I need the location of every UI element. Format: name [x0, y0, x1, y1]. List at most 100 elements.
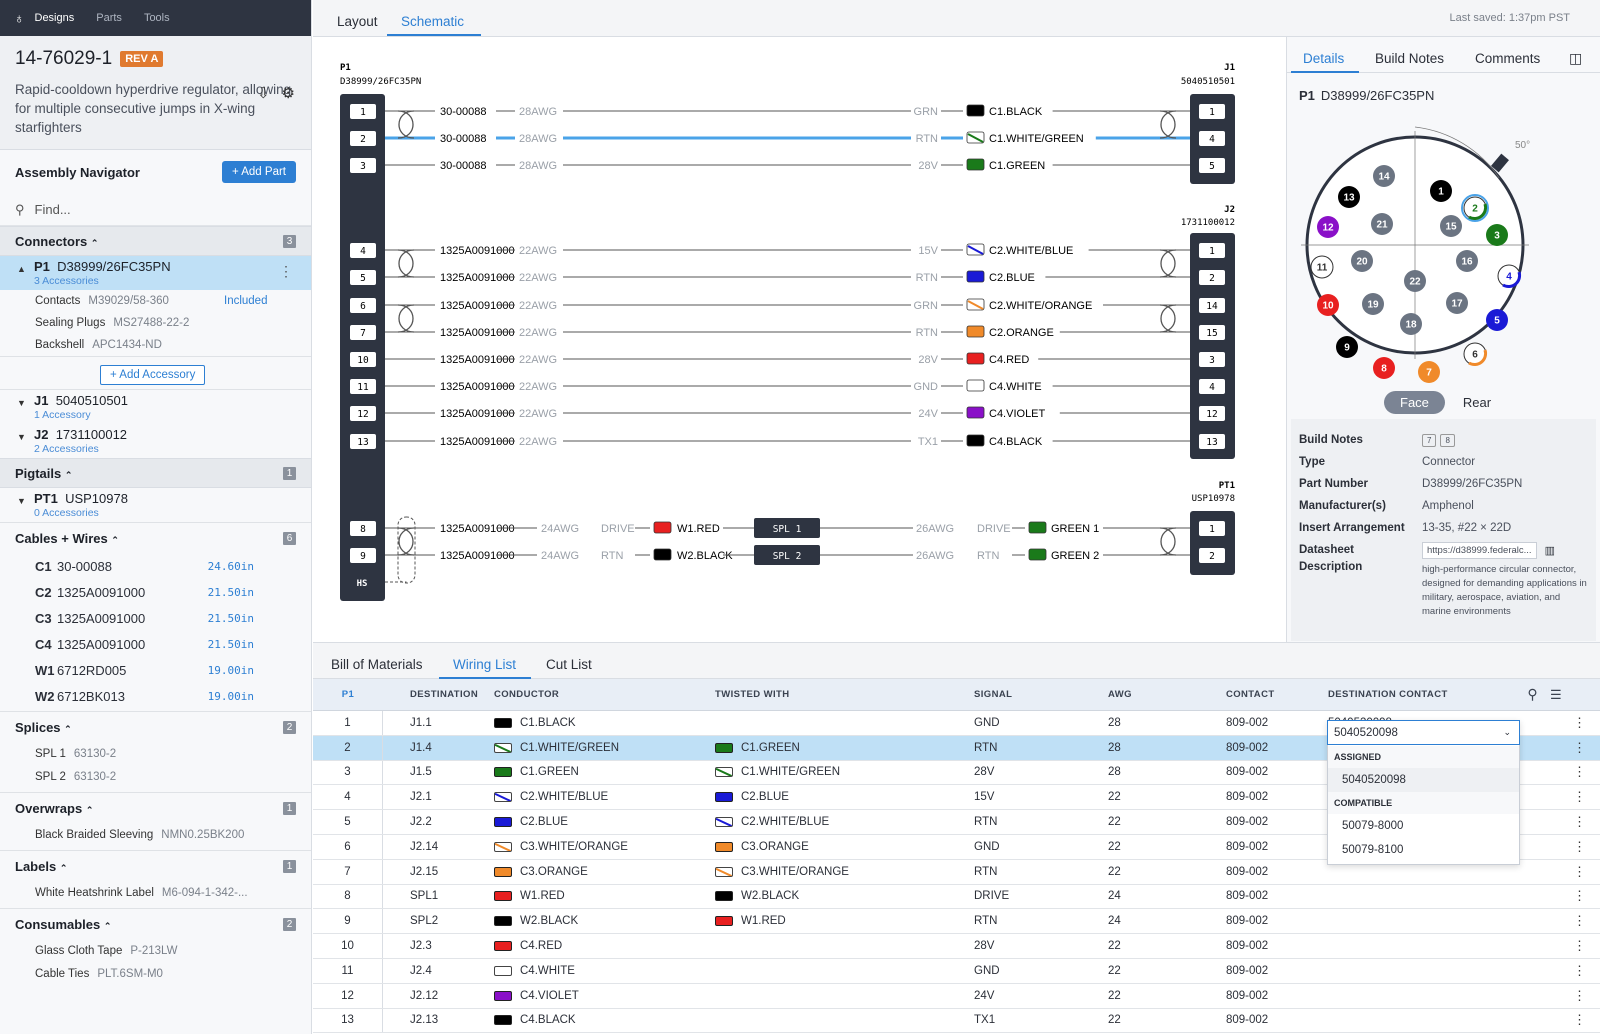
table-row[interactable]: 12 J2.12 C4.VIOLET 24V 22 809-002 ⋮: [313, 983, 1600, 1009]
add-part-button[interactable]: + Add Part: [221, 161, 296, 183]
table-row[interactable]: 8 SPL1 W1.RED W2.BLACK DRIVE 24 809-002 ⋮: [313, 884, 1600, 910]
dropdown-option[interactable]: 50079-8000: [1342, 820, 1404, 832]
revision-badge[interactable]: REV A: [120, 51, 164, 67]
splice-item[interactable]: SPL 1 63130-2: [35, 747, 117, 760]
row-more-icon[interactable]: ⋮: [1573, 789, 1586, 805]
row-more-icon[interactable]: ⋮: [1573, 888, 1586, 904]
tab-bill-of-materials[interactable]: Bill of Materials: [331, 657, 423, 672]
find-input[interactable]: Find...: [34, 202, 71, 217]
twist-mark: [1160, 249, 1177, 278]
row-more-icon[interactable]: ⋮: [1573, 863, 1586, 879]
download-icon[interactable]: ⇩: [256, 85, 270, 102]
table-row[interactable]: 5 J2.2 C2.BLUE C2.WHITE/BLUE RTN 22 809-002 ⋮: [313, 810, 1600, 835]
cable-item[interactable]: C1 30-00088 24.60in: [35, 558, 254, 574]
consumables-section-header[interactable]: Consumables ⌃ 2: [0, 909, 311, 939]
accessory-row[interactable]: Contacts M39029/58-360 Included: [35, 295, 268, 307]
label-item[interactable]: White Heatshrink Label M6-094-1-342-...: [35, 886, 248, 899]
dropdown-option[interactable]: 5040520098: [1328, 768, 1519, 792]
overwraps-section-header[interactable]: Overwraps ⌃ 1: [0, 793, 311, 823]
search-icon[interactable]: ⚲: [1527, 686, 1538, 702]
tab-schematic[interactable]: Schematic: [401, 14, 465, 29]
property-row: Insert Arrangement 13-35, #22 × 22D: [1299, 522, 1512, 534]
connector-item-p1[interactable]: ▲ P1 D38999/26FC35PN 3 Accessories ⋮: [0, 256, 311, 290]
row-more-icon[interactable]: ⋮: [1573, 938, 1586, 954]
table-row[interactable]: 3 J1.5 C1.GREEN C1.WHITE/GREEN 28V 28 809-002 ⋮: [313, 760, 1600, 786]
p1-pin: [350, 158, 376, 173]
schematic-canvas[interactable]: P1 D38999/26FC35PN HS J1 5040510501 J2 1731100…: [313, 37, 1285, 642]
table-row[interactable]: 13 J2.13 C4.BLACK TX1 22 809-002 ⋮: [313, 1008, 1600, 1034]
cable-item[interactable]: W1 6712RD005 19.00in: [35, 662, 254, 678]
nav-parts[interactable]: Parts: [96, 12, 122, 24]
pigtails-section-header[interactable]: Pigtails ⌃ 1: [0, 458, 311, 488]
accessory-row[interactable]: Sealing Plugs MS27488-22-2: [35, 317, 190, 329]
tab-cut-list[interactable]: Cut List: [546, 657, 592, 672]
connector-item-j2[interactable]: ▼ J2 1731100012 2 Accessories: [17, 427, 128, 455]
consumable-item[interactable]: Glass Cloth Tape P-213LW: [35, 944, 178, 957]
add-accessory-button[interactable]: + Add Accessory: [100, 365, 206, 385]
splices-section-header[interactable]: Splices ⌃ 2: [0, 712, 311, 742]
cables-section-header[interactable]: Cables + Wires ⌃ 6: [0, 523, 311, 553]
tab-wiring-list[interactable]: Wiring List: [453, 657, 517, 672]
datasheet-link[interactable]: https://d38999.federalc...: [1422, 541, 1537, 559]
caret-down-icon[interactable]: ▼: [17, 496, 26, 506]
dest-pin-number: 14: [1206, 301, 1218, 312]
overwrap-item[interactable]: Black Braided Sleeving NMN0.25BK200: [35, 828, 245, 841]
caret-down-icon[interactable]: ▼: [17, 432, 26, 442]
pigtail-item-pt1[interactable]: ▼ PT1 USP10978 0 Accessories: [17, 491, 128, 519]
nav-designs[interactable]: Designs: [34, 12, 75, 24]
caret-up-icon[interactable]: ▲: [17, 264, 26, 274]
row-more-icon[interactable]: ⋮: [1573, 987, 1586, 1003]
filter-icon[interactable]: ☰: [1549, 686, 1562, 702]
splice-label: SPL 1: [773, 524, 802, 535]
table-row[interactable]: 9 SPL2 W2.BLACK W1.RED RTN 24 809-002 ⋮: [313, 909, 1600, 935]
row-more-icon[interactable]: ⋮: [1573, 764, 1586, 780]
row-more-icon[interactable]: ⋮: [1573, 814, 1586, 830]
rear-button[interactable]: Rear: [1462, 395, 1492, 410]
more-icon[interactable]: ⋮: [279, 263, 293, 279]
panel-toggle-icon[interactable]: ◫: [1569, 50, 1583, 66]
connectors-section-header[interactable]: Connectors ⌃ 3: [0, 226, 311, 256]
nav-tools[interactable]: Tools: [143, 12, 170, 24]
splice-item[interactable]: SPL 2 63130-2: [35, 770, 117, 783]
table-row[interactable]: 10 J2.3 C4.RED 28V 22 809-002 ⋮: [313, 934, 1600, 959]
assembly-navigator-header: Assembly Navigator + Add Part: [0, 150, 311, 194]
cable-item[interactable]: C4 1325A0091000 21.50in: [35, 636, 254, 652]
gear-icon[interactable]: ⚙: [281, 85, 295, 102]
find-bar[interactable]: ⚲ Find...: [0, 194, 311, 226]
app-logo-icon[interactable]: ♁: [14, 10, 25, 26]
schematic-svg[interactable]: P1 D38999/26FC35PN HS J1 5040510501 J2 1731100…: [313, 37, 1285, 642]
row-more-icon[interactable]: ⋮: [1573, 1012, 1586, 1028]
tab-comments[interactable]: Comments: [1475, 51, 1541, 66]
contact-pin-number: 16: [1461, 257, 1473, 268]
cable-item[interactable]: C3 1325A0091000 21.50in: [35, 610, 254, 626]
caret-down-icon[interactable]: ▼: [17, 398, 26, 408]
build-note-badge[interactable]: 7: [1422, 433, 1437, 447]
row-more-icon[interactable]: ⋮: [1573, 913, 1586, 929]
book-icon[interactable]: ▥: [1544, 544, 1555, 557]
row-more-icon[interactable]: ⋮: [1573, 739, 1586, 755]
cable-item[interactable]: W2 6712BK013 19.00in: [35, 688, 254, 704]
dropdown-option[interactable]: 50079-8100: [1342, 844, 1404, 856]
table-row[interactable]: 7 J2.15 C3.ORANGE C3.WHITE/ORANGE RTN 22 809-0…: [313, 859, 1600, 885]
tab-build-notes[interactable]: Build Notes: [1375, 51, 1445, 66]
table-row[interactable]: 6 J2.14 C3.WHITE/ORANGE C3.ORANGE GND 22 809-0…: [313, 834, 1600, 860]
face-button[interactable]: Face: [1384, 391, 1445, 414]
tab-details[interactable]: Details: [1303, 51, 1345, 66]
table-row[interactable]: 4 J2.1 C2.WHITE/BLUE C2.BLUE 15V 22 809-002 ⋮: [313, 785, 1600, 811]
row-more-icon[interactable]: ⋮: [1573, 838, 1586, 854]
consumable-item[interactable]: Cable Ties PLT.6SM-M0: [35, 967, 163, 980]
build-note-badge[interactable]: 8: [1440, 433, 1455, 447]
table-row[interactable]: 11 J2.4 C4.WHITE GND 22 809-002 ⋮: [313, 958, 1600, 984]
tab-layout[interactable]: Layout: [337, 14, 378, 29]
labels-section-header[interactable]: Labels ⌃ 1: [0, 851, 311, 881]
row-more-icon[interactable]: ⋮: [1573, 714, 1586, 730]
accessory-row[interactable]: Backshell APC1434-ND: [35, 339, 162, 351]
p1-pin-number: 7: [360, 328, 366, 339]
wire-signal: RTN: [601, 550, 623, 562]
connector-item-j1[interactable]: ▼ J1 5040510501 1 Accessory: [17, 393, 129, 421]
cable-item[interactable]: C2 1325A0091000 21.50in: [35, 584, 254, 600]
row-more-icon[interactable]: ⋮: [1573, 962, 1586, 978]
contact-pin: [1362, 293, 1384, 315]
destination-contact-select[interactable]: 5040520098 ⌄: [1327, 720, 1520, 745]
